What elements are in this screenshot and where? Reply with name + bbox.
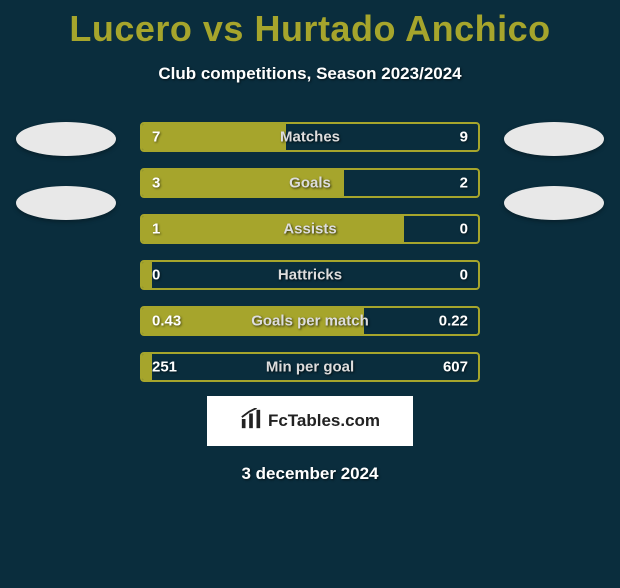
player-logo-placeholder	[504, 186, 604, 220]
stat-label: Min per goal	[266, 359, 354, 376]
stat-value-left: 0	[152, 267, 160, 284]
stat-value-left: 1	[152, 221, 160, 238]
left-player-column	[16, 122, 126, 220]
stat-bar: 3 2 Goals	[140, 168, 480, 198]
stat-label: Goals per match	[251, 313, 369, 330]
brand-text: FcTables.com	[268, 411, 380, 431]
stat-bar: 1 0 Assists	[140, 214, 480, 244]
stat-bar: 0 0 Hattricks	[140, 260, 480, 290]
brand-badge[interactable]: FcTables.com	[207, 396, 413, 446]
stat-value-right: 2	[460, 175, 468, 192]
comparison-panel: 7 9 Matches 3 2 Goals 1 0 Assists 0 0 Hattricks 0.43…	[0, 122, 620, 382]
player-logo-placeholder	[16, 186, 116, 220]
right-player-column	[494, 122, 604, 220]
stat-value-right: 0	[460, 267, 468, 284]
stat-bar-fill	[142, 216, 404, 242]
stat-label: Assists	[283, 221, 336, 238]
stat-bar-fill	[142, 124, 286, 150]
stat-value-left: 7	[152, 129, 160, 146]
stat-value-right: 9	[460, 129, 468, 146]
stat-value-left: 0.43	[152, 313, 181, 330]
page-title: Lucero vs Hurtado Anchico	[0, 8, 620, 50]
chart-icon	[240, 408, 262, 435]
stat-bars: 7 9 Matches 3 2 Goals 1 0 Assists 0 0 Hattricks 0.43…	[140, 122, 480, 382]
stat-value-right: 0.22	[439, 313, 468, 330]
stat-value-left: 3	[152, 175, 160, 192]
stat-label: Hattricks	[278, 267, 342, 284]
stat-bar: 7 9 Matches	[140, 122, 480, 152]
stat-bar-fill	[142, 354, 152, 380]
stat-bar: 0.43 0.22 Goals per match	[140, 306, 480, 336]
player-photo-placeholder	[504, 122, 604, 156]
stat-label: Matches	[280, 129, 340, 146]
stat-value-right: 0	[460, 221, 468, 238]
season-subtitle: Club competitions, Season 2023/2024	[0, 64, 620, 84]
player-photo-placeholder	[16, 122, 116, 156]
date-label: 3 december 2024	[0, 464, 620, 484]
stat-bar-fill	[142, 262, 152, 288]
stat-value-left: 251	[152, 359, 177, 376]
stat-bar: 251 607 Min per goal	[140, 352, 480, 382]
stat-label: Goals	[289, 175, 331, 192]
stat-value-right: 607	[443, 359, 468, 376]
